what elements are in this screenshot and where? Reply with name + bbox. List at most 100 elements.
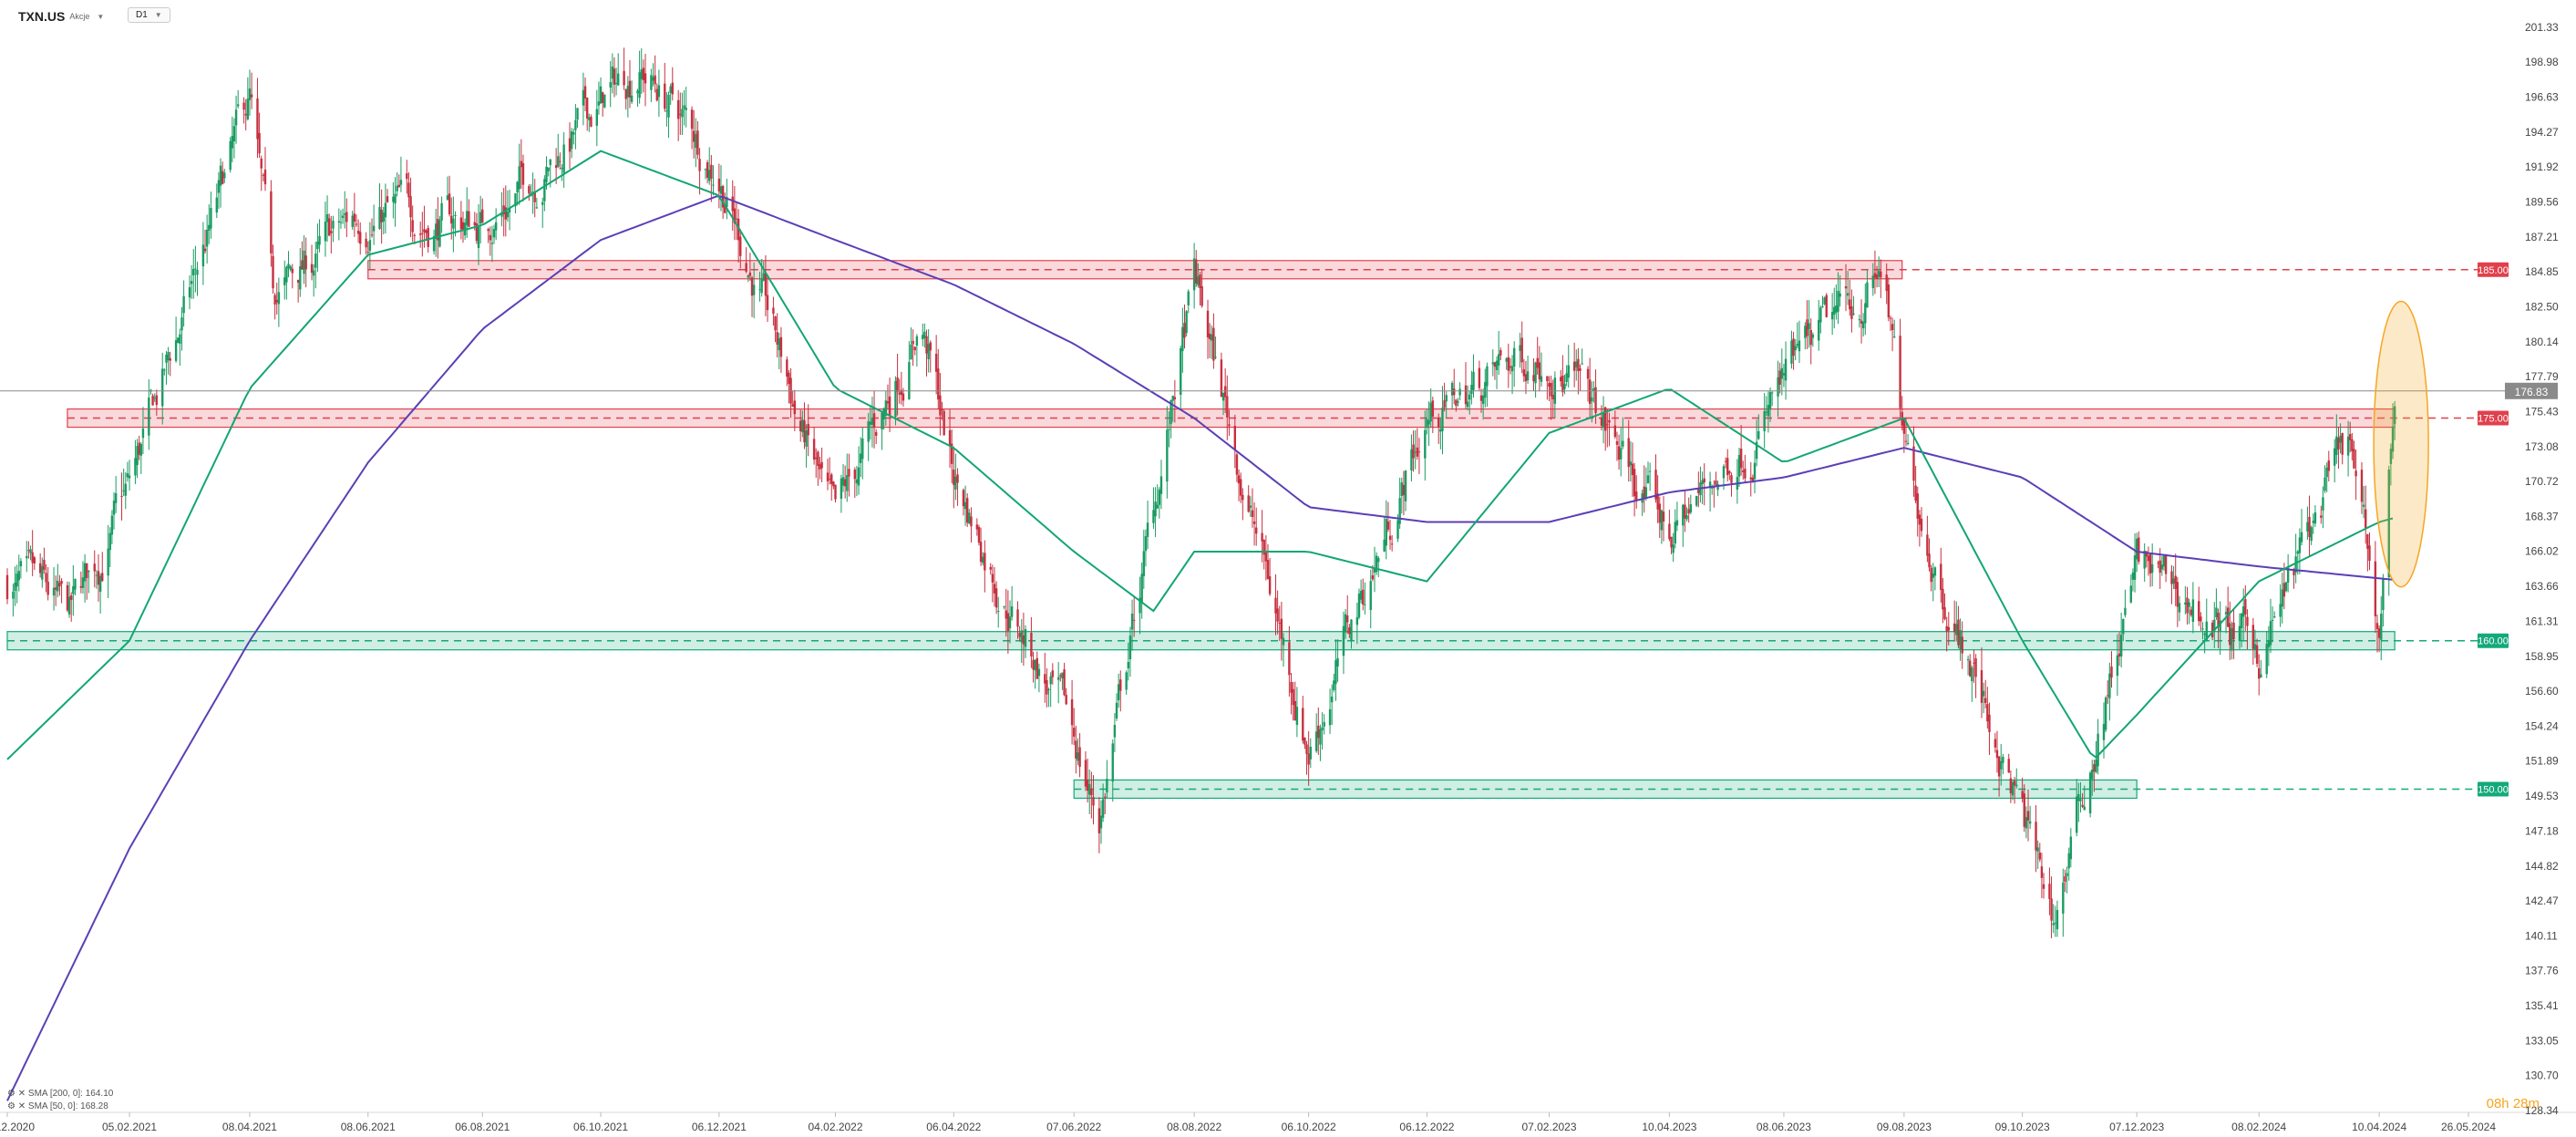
candle-body [2062, 882, 2065, 915]
candle [2133, 532, 2137, 593]
candle-body [585, 98, 589, 119]
level-label-185.00: 185.00 [2478, 265, 2509, 276]
candle-body [112, 501, 116, 515]
candle-body [506, 212, 510, 218]
candle [1635, 475, 1638, 509]
candle-body [861, 438, 864, 460]
candle [1410, 434, 1413, 481]
candle [1885, 263, 1888, 305]
candle-body [41, 565, 44, 580]
candle-body [1658, 503, 1661, 523]
candle [747, 274, 749, 283]
candle-body [1784, 358, 1788, 381]
candle [2160, 555, 2164, 576]
candle [38, 553, 42, 578]
candle [574, 104, 577, 150]
candle-body [332, 221, 335, 229]
candle [1344, 609, 1347, 639]
candle-body [1255, 527, 1258, 534]
candle [1546, 376, 1549, 400]
candle-body [1144, 536, 1148, 552]
timeframe-selector[interactable]: D1 ▼ [128, 7, 170, 23]
candle [582, 72, 585, 126]
candle [1520, 321, 1523, 374]
candle [977, 524, 981, 546]
candle-body [1481, 395, 1485, 404]
candle [1778, 362, 1781, 394]
candle [2091, 760, 2094, 796]
candle-body [708, 170, 711, 181]
candle-body [812, 439, 816, 460]
candle [126, 461, 129, 482]
symbol-selector[interactable]: TXN.US Akcje ▼ [18, 9, 104, 24]
candle [2138, 531, 2140, 565]
candle-body [848, 469, 850, 477]
candle [929, 340, 932, 373]
candle [1024, 625, 1027, 658]
candle-body [2201, 628, 2204, 630]
candle-body [353, 213, 356, 222]
candle-body [79, 585, 83, 588]
candle-body [217, 180, 221, 193]
candle-body [450, 215, 453, 224]
candle-body [1373, 567, 1376, 573]
candle [2104, 696, 2107, 732]
legend-sma200[interactable]: ⚙ ✕ SMA [200, 0]: 164.10 [7, 1089, 113, 1099]
candle-body [2119, 635, 2123, 656]
candle-body [1695, 495, 1698, 506]
candle [1237, 469, 1241, 501]
candle [815, 448, 818, 478]
candle [46, 566, 49, 601]
indicator-settings-icon[interactable]: ⚙ [7, 1089, 15, 1099]
candle-body [2333, 448, 2336, 466]
candle [1654, 454, 1657, 503]
candle [826, 459, 829, 491]
candle-body [599, 86, 603, 104]
candle-body [406, 173, 408, 180]
candle [2282, 563, 2286, 610]
candle-body [1737, 455, 1741, 477]
candle [695, 118, 697, 168]
candle [1047, 687, 1050, 708]
candle-body [1893, 336, 1896, 338]
candle-body [1005, 610, 1007, 619]
candle [1008, 600, 1012, 644]
candle [2069, 828, 2073, 868]
candle [272, 244, 274, 295]
candle [1453, 368, 1456, 405]
chevron-down-icon: ▼ [97, 12, 105, 21]
candle-body [2198, 601, 2200, 622]
close-icon[interactable]: ✕ [17, 1089, 26, 1099]
candle [327, 213, 331, 237]
x-tick-label: 08.06.2023 [1757, 1121, 1811, 1133]
candle-body [764, 273, 768, 296]
candle [1505, 357, 1508, 370]
candle [1551, 379, 1554, 418]
candle-body [871, 418, 874, 425]
candle-body [1424, 429, 1427, 459]
candle-body [922, 335, 924, 340]
candle-body [134, 458, 137, 476]
candle-body [1305, 744, 1308, 754]
candle [1355, 602, 1359, 645]
candle [1889, 315, 1892, 331]
candle [683, 89, 685, 126]
candle [2327, 450, 2331, 481]
candle-body [1602, 412, 1605, 428]
candle-body [2269, 621, 2272, 646]
candle-body [394, 193, 397, 204]
candle-body [2284, 582, 2288, 592]
close-icon[interactable]: ✕ [17, 1101, 26, 1111]
candle [1125, 670, 1128, 696]
candle-body [161, 368, 164, 407]
candle-body [1037, 668, 1041, 677]
symbol-type: Akcje [69, 12, 90, 21]
candle-body [1770, 392, 1774, 394]
candle [124, 471, 127, 510]
candle [148, 379, 150, 450]
candle [2231, 621, 2233, 660]
candle [642, 59, 645, 93]
legend-sma50[interactable]: ⚙ ✕ SMA [50, 0]: 168.28 [7, 1101, 108, 1111]
indicator-settings-icon[interactable]: ⚙ [7, 1101, 15, 1111]
